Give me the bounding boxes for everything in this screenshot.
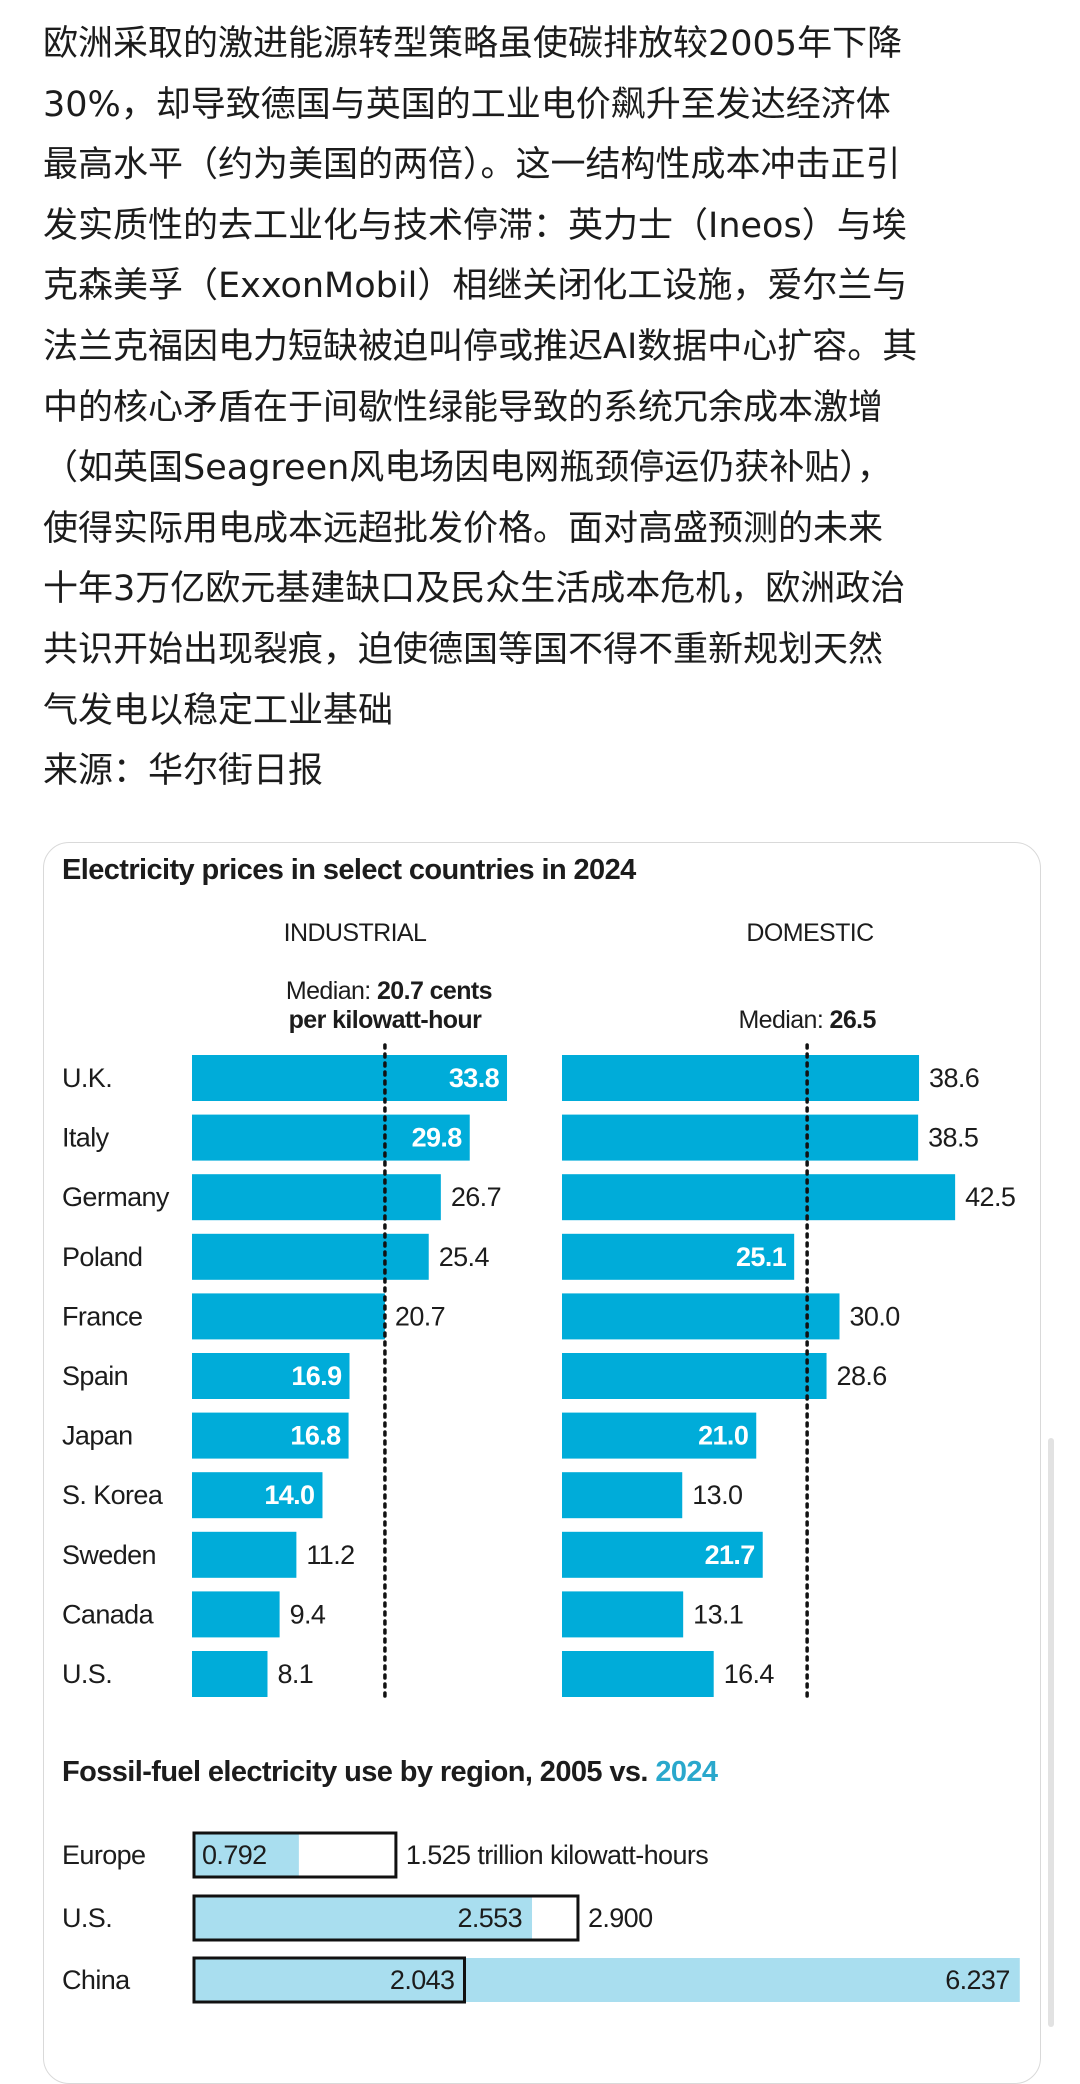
median-prefix: Median:: [738, 1006, 829, 1034]
bar-industrial: [192, 1412, 349, 1459]
bar-2024: [194, 1896, 533, 1940]
median-value: 26.5: [830, 1006, 877, 1034]
bar-domestic: [562, 1651, 714, 1697]
country-label: Sweden: [62, 1540, 156, 1570]
country-label: France: [62, 1301, 142, 1331]
bar-value-label: 16.9: [291, 1361, 342, 1391]
scrollbar[interactable]: [1048, 1438, 1054, 2027]
country-label: Germany: [62, 1182, 170, 1212]
bar-2005-outline: [192, 1956, 466, 2004]
post-line: 共识开始出现裂痕，迫使德国等国不得不重新规划天然: [43, 629, 884, 670]
region-label: U.S.: [62, 1903, 112, 1933]
region-label: China: [62, 1965, 131, 1995]
bar-value-label: 28.6: [837, 1361, 887, 1391]
bar-industrial: [192, 1651, 268, 1697]
value-2005: 1.525 trillion kilowatt-hours: [406, 1840, 708, 1870]
post-text: 欧洲采取的激进能源转型策略虽使碳排放较2005年下降 30%，却导致德国与英国的工…: [43, 14, 1053, 802]
bar-domestic: [562, 1114, 919, 1161]
bar-2024: [194, 1958, 1020, 2002]
title-text: Fossil-fuel electricity use by region, 2…: [62, 1756, 655, 1788]
country-label: U.S.: [62, 1659, 112, 1689]
median-label-unit: per kilowatt-hour: [289, 1006, 482, 1034]
post-line: 使得实际用电成本远超批发价格。面对高盛预测的未来: [43, 508, 884, 549]
post-source: 来源：华尔街日报: [43, 751, 324, 792]
bar-domestic: [562, 1472, 683, 1519]
bar-value-label: 33.8: [449, 1063, 500, 1093]
bar-industrial: [192, 1353, 350, 1399]
country-label: Japan: [62, 1421, 133, 1451]
title-highlight: 2024: [655, 1756, 718, 1788]
country-label: Canada: [62, 1599, 155, 1629]
bar-domestic: [562, 1055, 920, 1101]
post-line: 气发电以稳定工业基础: [43, 690, 394, 731]
bar-industrial: [192, 1055, 508, 1101]
bar-value-label: 38.6: [929, 1063, 979, 1093]
bar-industrial: [192, 1233, 429, 1280]
bar-industrial: [192, 1591, 280, 1638]
post-line: 克森美孚（ExxonMobil）相继关闭化工设施，爱尔兰与: [43, 266, 908, 307]
bar-value-label: 29.8: [412, 1123, 463, 1153]
country-label: Poland: [62, 1242, 142, 1272]
bar-2005-outline: [192, 1894, 580, 1942]
bar-industrial: [192, 1531, 297, 1578]
post-line: 最高水平（约为美国的两倍）。这一结构性成本冲击正引: [43, 145, 901, 186]
chart-title: Electricity prices in select countries i…: [62, 854, 636, 886]
post-line: 中的核心矛盾在于间歇性绿能导致的系统冗余成本激增: [43, 387, 884, 428]
country-label: S. Korea: [62, 1480, 164, 1510]
bar-value-label: 16.8: [290, 1421, 341, 1451]
bar-domestic: [562, 1353, 827, 1399]
country-label: Italy: [62, 1123, 110, 1153]
value-2024: 2.553: [457, 1903, 522, 1933]
post-line: 30%，却导致德国与英国的工业电价飙升至发达经济体: [43, 84, 891, 125]
bar-2024: [194, 1833, 299, 1877]
chart-graphic: Electricity prices in select countries i…: [62, 854, 1020, 2004]
bar-value-label: 16.4: [724, 1659, 775, 1689]
median-label: Median: 26.5: [738, 1006, 876, 1034]
bar-value-label: 11.2: [306, 1540, 354, 1570]
bar-industrial: [192, 1174, 441, 1221]
series-header-industrial: INDUSTRIAL: [284, 919, 427, 947]
post-line: 发实质性的去工业化与技术停滞：英力士（Ineos）与埃: [43, 205, 907, 246]
bar-2005-outline: [192, 1831, 398, 1879]
post-line: 十年3万亿欧元基建缺口及民众生活成本危机，欧洲政治: [43, 569, 906, 610]
bar-domestic: [562, 1293, 840, 1340]
country-label: Spain: [62, 1361, 128, 1391]
value-2005: 2.900: [588, 1903, 653, 1933]
value-2024: 6.237: [945, 1965, 1010, 1995]
bar-value-label: 14.0: [264, 1480, 314, 1510]
bar-value-label: 30.0: [850, 1301, 900, 1331]
post-line: 法兰克福因电力短缺被迫叫停或推迟AI数据中心扩容。其: [43, 326, 918, 367]
median-value: 20.7 cents: [377, 977, 492, 1005]
value-2024: 0.792: [202, 1840, 267, 1870]
bar-value-label: 25.1: [736, 1242, 787, 1272]
chart-title-fossil: Fossil-fuel electricity use by region, 2…: [62, 1756, 718, 1788]
value-2005: 2.043: [390, 1965, 455, 1995]
bar-industrial: [192, 1114, 470, 1161]
post-line: （如英国Seagreen风电场因电网瓶颈停运仍获补贴），: [43, 448, 892, 489]
bar-value-label: 26.7: [451, 1182, 501, 1212]
bar-domestic: [562, 1233, 795, 1280]
median-prefix: Median:: [286, 977, 377, 1005]
bar-value-label: 42.5: [965, 1182, 1015, 1212]
bar-domestic: [562, 1531, 763, 1578]
median-label: Median: 20.7 cents: [286, 977, 492, 1005]
bar-value-label: 25.4: [439, 1242, 490, 1272]
bar-value-label: 9.4: [290, 1599, 326, 1629]
series-header-domestic: DOMESTIC: [746, 919, 874, 947]
bar-value-label: 20.7: [395, 1301, 445, 1331]
bar-value-label: 8.1: [277, 1659, 313, 1689]
bar-domestic: [562, 1591, 684, 1638]
bar-industrial: [192, 1472, 323, 1519]
bar-value-label: 13.1: [693, 1599, 743, 1629]
bar-value-label: 21.7: [705, 1540, 755, 1570]
bar-value-label: 38.5: [928, 1123, 978, 1153]
bar-industrial: [192, 1293, 385, 1340]
region-label: Europe: [62, 1840, 145, 1870]
bar-value-label: 21.0: [698, 1421, 748, 1451]
bar-domestic: [562, 1174, 956, 1221]
bar-value-label: 13.0: [692, 1480, 742, 1510]
country-label: U.K.: [62, 1063, 112, 1093]
post-line: 欧洲采取的激进能源转型策略虽使碳排放较2005年下降: [43, 24, 903, 64]
bar-domestic: [562, 1412, 757, 1459]
